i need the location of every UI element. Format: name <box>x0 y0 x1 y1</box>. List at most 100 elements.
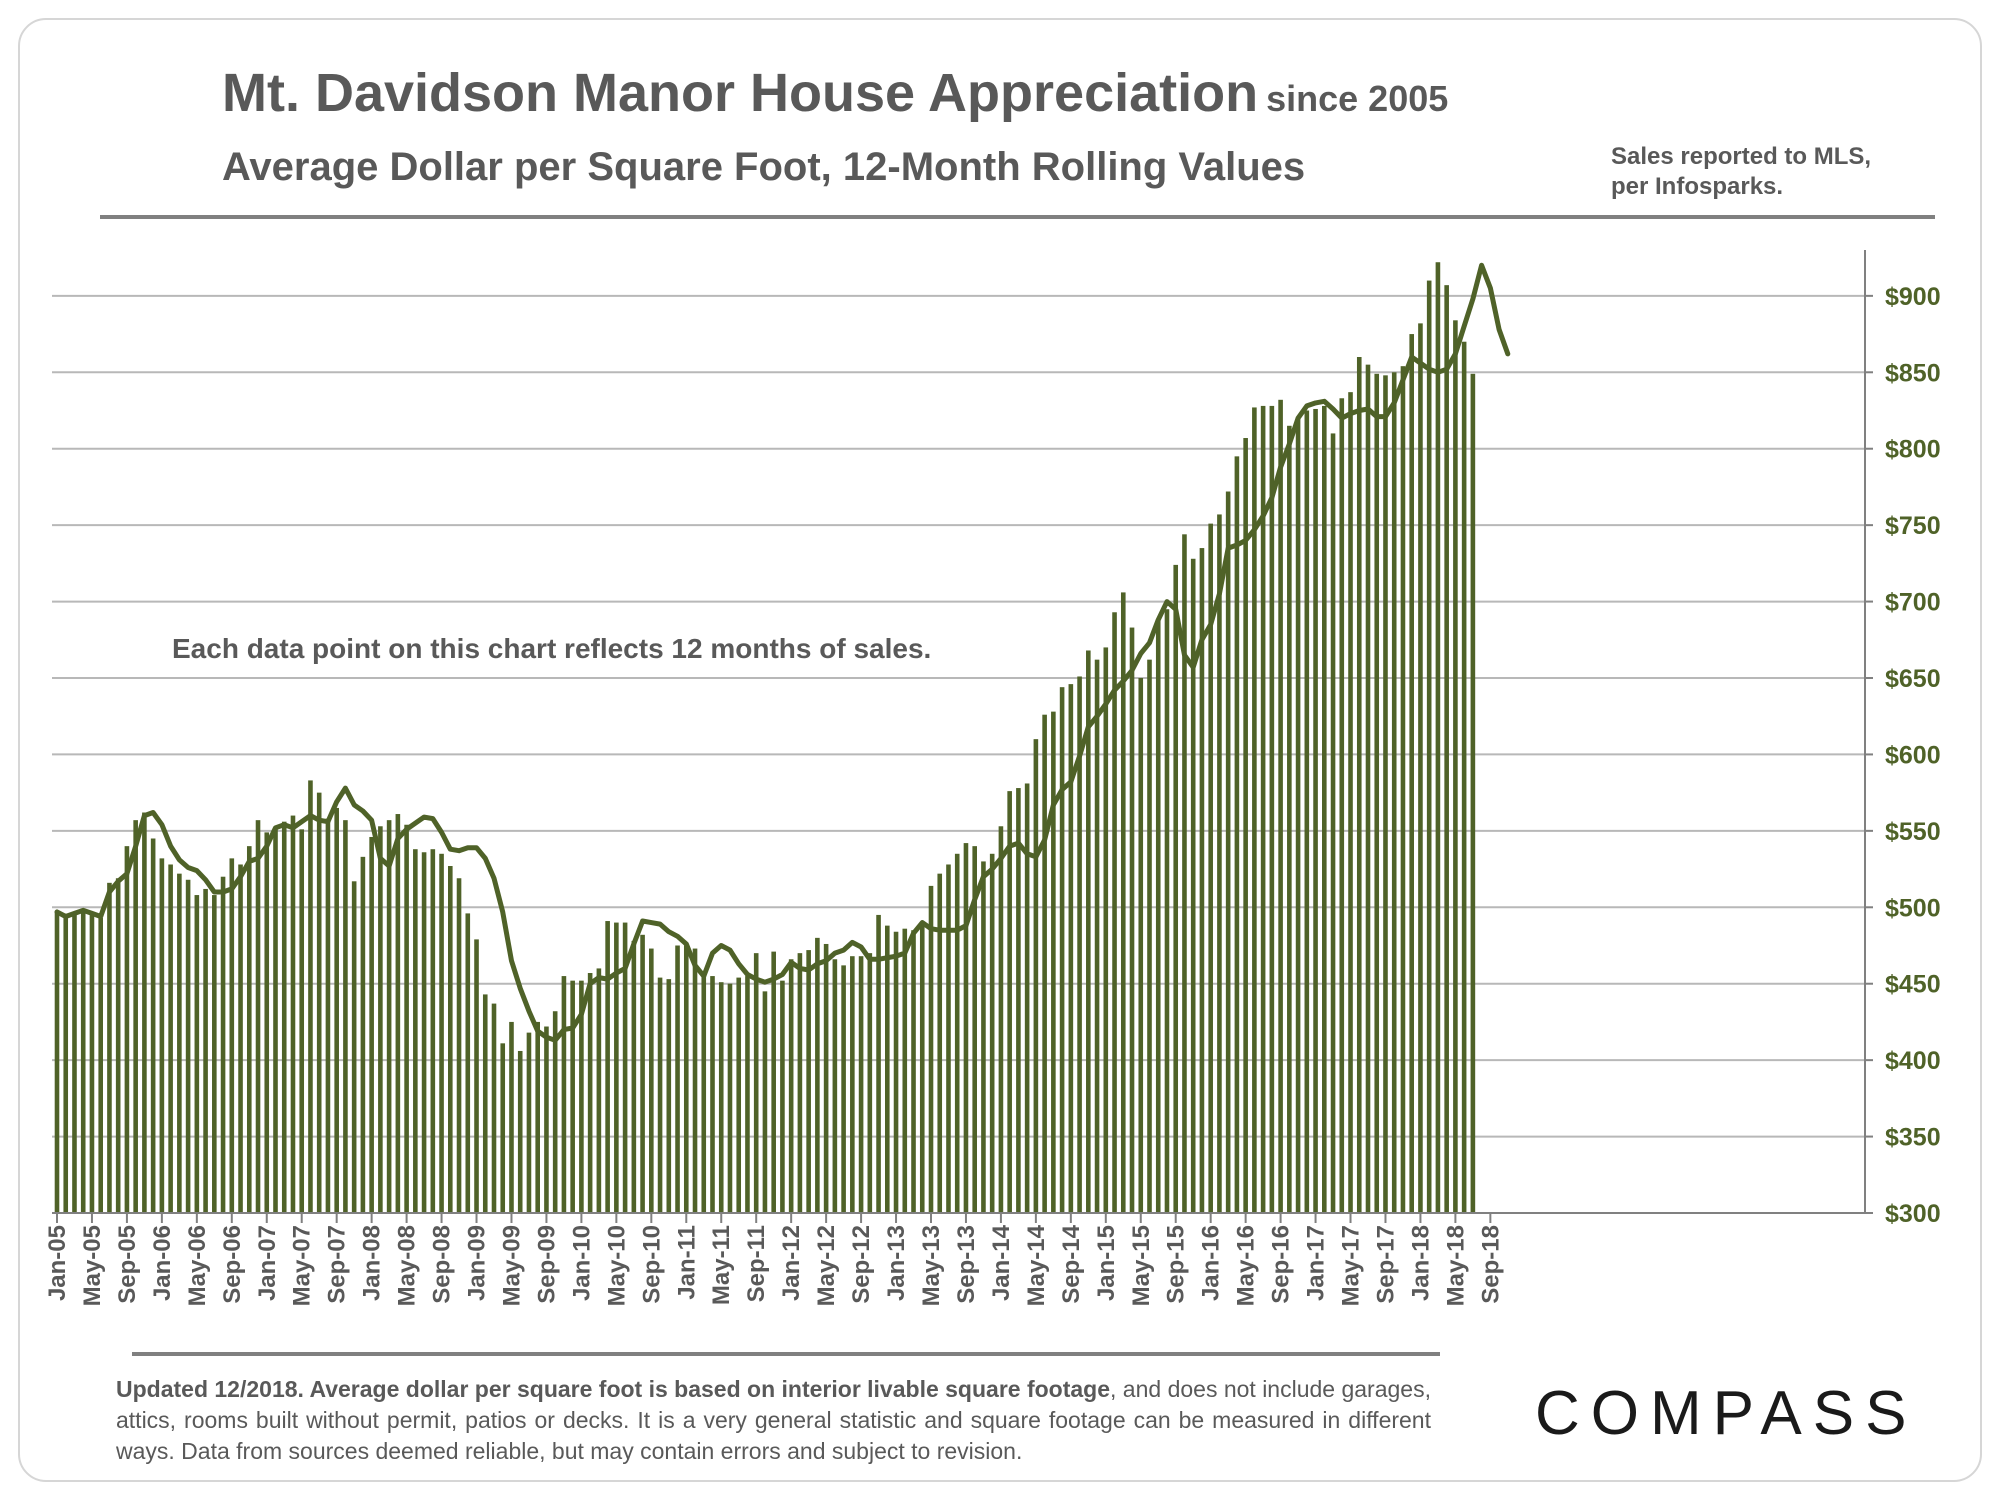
bar <box>1147 659 1152 1213</box>
bar <box>1024 783 1030 1213</box>
axes <box>52 250 1873 1223</box>
bar <box>1426 280 1432 1214</box>
bar <box>946 864 951 1213</box>
x-tick-label: Jan-07 <box>254 1225 281 1301</box>
bar <box>1086 650 1091 1213</box>
bar <box>544 1026 549 1213</box>
x-axis-labels: Jan-05 May-05 Sep-05 Jan-06 May-06 Sep-06 Jan-… <box>44 1224 1504 1306</box>
bar <box>281 821 287 1213</box>
bar <box>386 820 392 1213</box>
bar <box>605 921 610 1213</box>
bar <box>1094 659 1100 1213</box>
bar-series <box>54 262 1476 1214</box>
x-tick-label: Jan-17 <box>1303 1225 1330 1301</box>
bar <box>736 977 742 1213</box>
x-tick-label: Jan-13 <box>883 1225 910 1301</box>
bar <box>1007 791 1012 1213</box>
bar <box>1470 373 1476 1213</box>
bar <box>273 827 278 1213</box>
bar <box>107 882 112 1213</box>
bar <box>150 838 156 1213</box>
y-tick-label: $300 <box>1885 1200 1941 1228</box>
bar <box>517 1050 523 1213</box>
bar <box>745 976 750 1213</box>
x-tick-label: May-17 <box>1338 1225 1365 1306</box>
bar <box>1199 548 1205 1213</box>
bar <box>771 951 776 1213</box>
x-tick-label: Sep-10 <box>638 1225 665 1304</box>
bar <box>343 820 348 1213</box>
bar <box>1287 425 1292 1213</box>
header-divider <box>100 215 1935 219</box>
bar <box>159 858 165 1213</box>
source-note: Sales reported to MLS, per Infosparks. <box>1611 142 1871 202</box>
chart-annotation: Each data point on this chart reflects 1… <box>172 633 931 664</box>
x-tick-label: Jan-15 <box>1093 1225 1120 1301</box>
bar <box>1400 366 1406 1214</box>
bar <box>727 983 733 1213</box>
bar <box>1120 592 1126 1213</box>
x-tick-label: Sep-07 <box>324 1225 351 1304</box>
bar <box>535 1021 540 1213</box>
slide-frame <box>18 18 1982 1482</box>
bar <box>797 953 803 1213</box>
x-tick-label: May-06 <box>184 1225 211 1306</box>
bar <box>360 856 366 1213</box>
bar <box>570 980 575 1213</box>
bar <box>850 956 855 1213</box>
bar <box>823 943 829 1213</box>
trend-line-group <box>54 262 1511 1043</box>
bar <box>902 928 908 1213</box>
bar <box>177 873 182 1213</box>
bar <box>1059 687 1065 1213</box>
bar <box>1330 433 1336 1213</box>
bar <box>80 911 86 1213</box>
footnote-rest: , and does not include garages, attics, … <box>116 1376 1431 1464</box>
bar <box>482 994 488 1213</box>
y-axis-labels: $300 $350 $400 $450 $500 $550 $600 $650 $700 $750… <box>1885 283 1941 1228</box>
bar <box>185 879 191 1213</box>
y-tick-label: $450 <box>1885 971 1941 999</box>
bar <box>63 914 69 1213</box>
bar <box>753 953 759 1213</box>
bar <box>1217 514 1222 1213</box>
trend-line <box>54 262 1511 1043</box>
x-tick-label: Jan-16 <box>1198 1225 1225 1301</box>
bar <box>1260 405 1266 1213</box>
bar <box>552 1011 558 1213</box>
bar <box>1051 711 1056 1213</box>
bar <box>124 846 130 1213</box>
x-tick-label: May-10 <box>603 1225 630 1306</box>
x-tick-label: Sep-15 <box>1163 1225 1190 1304</box>
bar <box>631 940 637 1213</box>
bar <box>998 826 1004 1213</box>
bar <box>325 818 331 1213</box>
bar <box>238 864 243 1213</box>
x-tick-label: May-12 <box>813 1225 840 1306</box>
bar <box>1295 418 1301 1214</box>
bar <box>596 968 602 1213</box>
footnote-bold: Updated 12/2018. Average dollar per squa… <box>116 1376 1111 1402</box>
bar <box>1409 334 1414 1214</box>
bar <box>1155 619 1161 1213</box>
bar <box>692 948 698 1213</box>
bar <box>1208 523 1213 1213</box>
x-tick-label: May-13 <box>918 1225 945 1306</box>
bar <box>1278 399 1283 1213</box>
bar <box>928 885 934 1213</box>
bar <box>72 914 77 1213</box>
bar <box>675 945 680 1213</box>
bar <box>133 820 138 1213</box>
x-tick-label: Sep-12 <box>848 1225 875 1304</box>
bar <box>89 913 95 1213</box>
y-tick-label: $400 <box>1885 1047 1941 1075</box>
bar <box>203 888 208 1213</box>
y-tick-label: $900 <box>1885 283 1941 311</box>
bar <box>413 849 418 1213</box>
bar <box>526 1032 532 1213</box>
bar <box>378 826 383 1213</box>
bar <box>500 1043 506 1213</box>
bar <box>1182 534 1187 1213</box>
bar <box>168 864 173 1213</box>
bar <box>780 980 785 1213</box>
